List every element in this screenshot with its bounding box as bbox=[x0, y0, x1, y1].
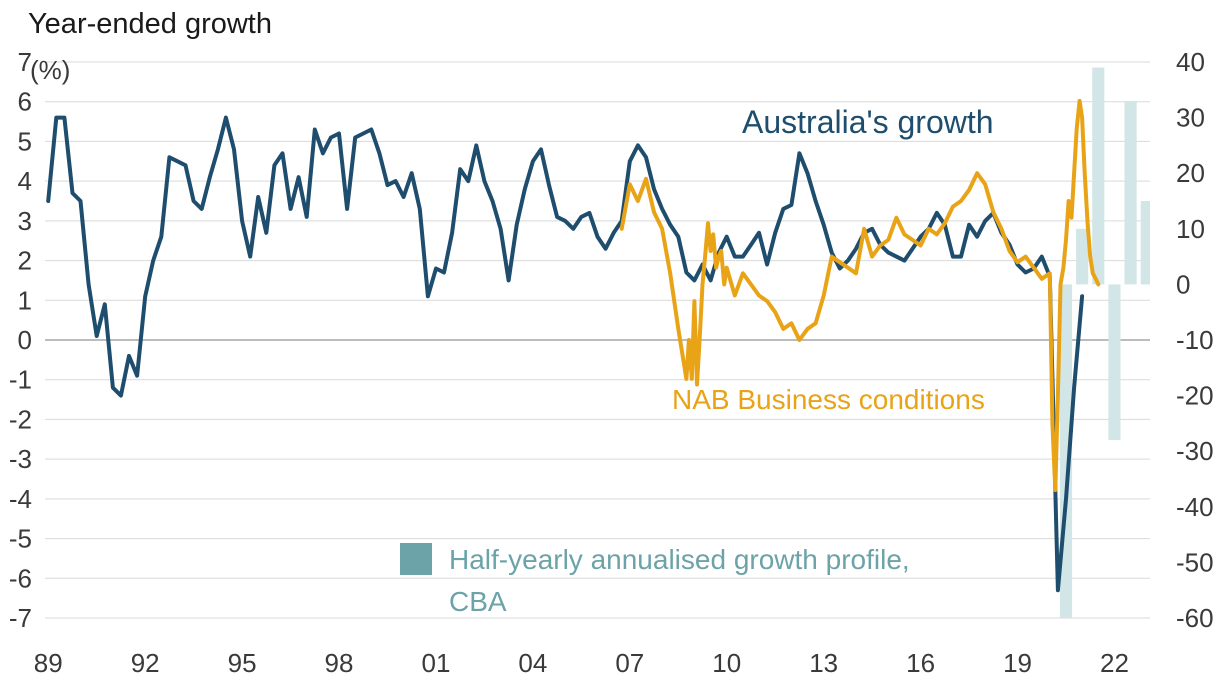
x-tick-label: 92 bbox=[131, 648, 160, 678]
right-tick-label: -60 bbox=[1176, 603, 1214, 633]
right-tick-label: -50 bbox=[1176, 547, 1214, 577]
left-tick-label: 1 bbox=[18, 285, 32, 315]
right-tick-label: 20 bbox=[1176, 158, 1205, 188]
right-tick-label: -20 bbox=[1176, 381, 1214, 411]
series-lines bbox=[46, 98, 1101, 593]
cba-bar-2 bbox=[1092, 67, 1105, 285]
series-line-0 bbox=[46, 115, 1085, 593]
left-tick-label: -1 bbox=[9, 365, 32, 395]
left-tick-label: -5 bbox=[9, 524, 32, 554]
right-tick-label: -10 bbox=[1176, 325, 1214, 355]
right-tick-label: 40 bbox=[1176, 47, 1205, 77]
legend-label-line2: CBA bbox=[449, 586, 507, 617]
right-axis-ticks: 40 30 20 10 0 -10 -20 -30 -40 -50 -60 bbox=[1176, 47, 1214, 633]
x-tick-label: 95 bbox=[228, 648, 257, 678]
right-tick-label: -30 bbox=[1176, 436, 1214, 466]
cba-bar-3 bbox=[1108, 284, 1121, 441]
left-tick-label: 2 bbox=[18, 246, 32, 276]
cba-bar-1 bbox=[1076, 228, 1089, 285]
left-tick-label: 0 bbox=[18, 325, 32, 355]
x-tick-label: 89 bbox=[34, 648, 63, 678]
left-axis-unit: (%) bbox=[30, 55, 70, 85]
x-tick-label: 10 bbox=[712, 648, 741, 678]
left-tick-label: -3 bbox=[9, 444, 32, 474]
x-tick-label: 16 bbox=[906, 648, 935, 678]
nab-conditions-label: NAB Business conditions bbox=[672, 384, 985, 415]
legend-swatch bbox=[400, 543, 432, 575]
legend-label-line1: Half-yearly annualised growth profile, bbox=[449, 544, 910, 575]
right-tick-label: -40 bbox=[1176, 492, 1214, 522]
x-tick-label: 07 bbox=[615, 648, 644, 678]
australia-growth-label: Australia's growth bbox=[742, 104, 994, 140]
right-tick-label: 0 bbox=[1176, 269, 1190, 299]
cba-bar-5 bbox=[1140, 201, 1150, 285]
x-tick-label: 01 bbox=[421, 648, 450, 678]
left-tick-label: 5 bbox=[18, 126, 32, 156]
left-axis-ticks: 7 6 5 4 3 2 1 0 -1 -2 -3 -4 -5 -6 -7 bbox=[9, 47, 32, 633]
x-tick-label: 04 bbox=[518, 648, 547, 678]
left-tick-label: 6 bbox=[18, 87, 32, 117]
x-tick-label: 22 bbox=[1100, 648, 1129, 678]
left-tick-label: -6 bbox=[9, 563, 32, 593]
x-tick-label: 19 bbox=[1003, 648, 1032, 678]
cba-bar-4 bbox=[1124, 100, 1137, 285]
right-tick-label: 30 bbox=[1176, 103, 1205, 133]
chart-title: Year-ended growth bbox=[28, 8, 272, 40]
left-tick-label: -2 bbox=[9, 404, 32, 434]
cba-bars bbox=[1059, 67, 1150, 618]
left-tick-label: 7 bbox=[18, 47, 32, 77]
gridlines bbox=[45, 61, 1150, 619]
left-tick-label: -4 bbox=[9, 484, 32, 514]
x-axis-ticks: 89 92 95 98 01 04 07 10 13 16 19 22 bbox=[34, 648, 1129, 678]
right-tick-label: 10 bbox=[1176, 214, 1205, 244]
left-tick-label: -7 bbox=[9, 603, 32, 633]
left-tick-label: 3 bbox=[18, 206, 32, 236]
left-tick-label: 4 bbox=[18, 166, 32, 196]
series-line-1 bbox=[619, 98, 1101, 493]
x-tick-label: 98 bbox=[325, 648, 354, 678]
x-tick-label: 13 bbox=[809, 648, 838, 678]
